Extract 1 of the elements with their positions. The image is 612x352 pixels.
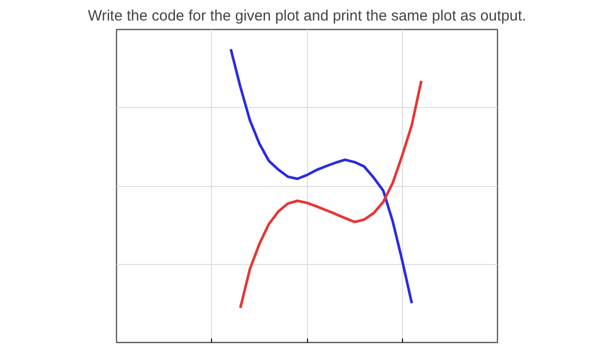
chart-title: Write the code for the given plot and print the same plot as output.	[88, 8, 526, 24]
